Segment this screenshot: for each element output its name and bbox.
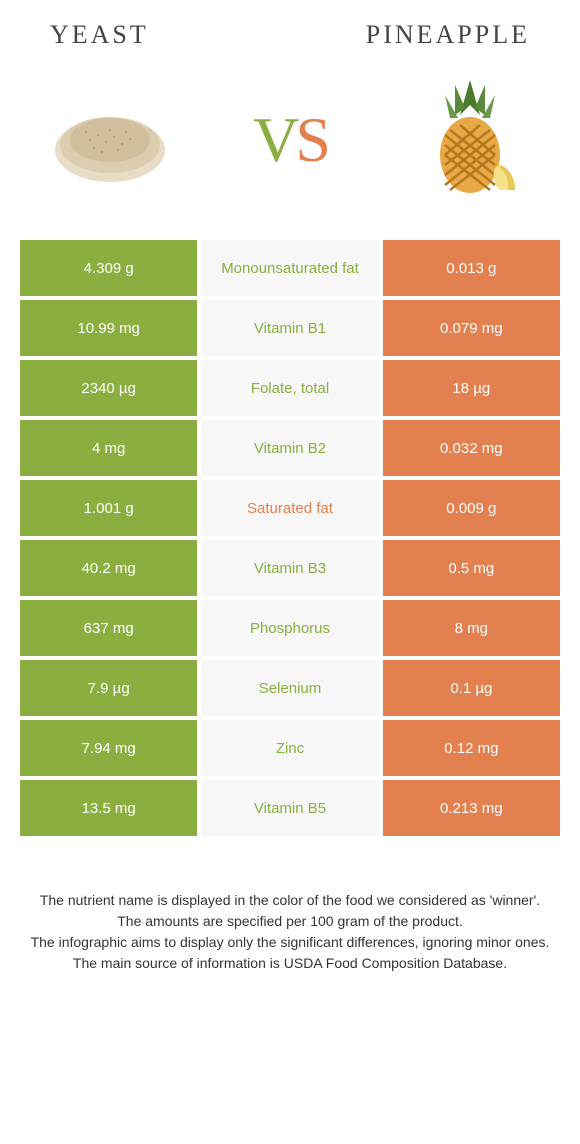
right-value: 0.5 mg xyxy=(383,540,560,596)
left-value: 10.99 mg xyxy=(20,300,197,356)
right-value: 0.013 g xyxy=(383,240,560,296)
footer: The nutrient name is displayed in the co… xyxy=(0,840,580,974)
nutrient-name: Vitamin B3 xyxy=(201,540,378,596)
table-row: 7.94 mgZinc0.12 mg xyxy=(20,720,560,776)
vs-label: VS xyxy=(253,103,327,177)
table-row: 40.2 mgVitamin B30.5 mg xyxy=(20,540,560,596)
nutrient-name: Selenium xyxy=(201,660,378,716)
nutrient-name: Zinc xyxy=(201,720,378,776)
yeast-icon xyxy=(40,70,180,210)
right-value: 0.213 mg xyxy=(383,780,560,836)
footer-line: The nutrient name is displayed in the co… xyxy=(30,890,550,911)
right-value: 0.032 mg xyxy=(383,420,560,476)
nutrient-name: Phosphorus xyxy=(201,600,378,656)
table-row: 10.99 mgVitamin B10.079 mg xyxy=(20,300,560,356)
right-value: 0.009 g xyxy=(383,480,560,536)
vs-s: S xyxy=(295,104,327,175)
table-row: 2340 µgFolate, total18 µg xyxy=(20,360,560,416)
nutrient-name: Saturated fat xyxy=(201,480,378,536)
header-left: Yeast xyxy=(50,20,149,50)
vs-v: V xyxy=(253,104,295,175)
left-value: 4.309 g xyxy=(20,240,197,296)
table-row: 7.9 µgSelenium0.1 µg xyxy=(20,660,560,716)
table-row: 13.5 mgVitamin B50.213 mg xyxy=(20,780,560,836)
left-value: 637 mg xyxy=(20,600,197,656)
table-row: 637 mgPhosphorus8 mg xyxy=(20,600,560,656)
table-row: 1.001 gSaturated fat0.009 g xyxy=(20,480,560,536)
right-value: 0.12 mg xyxy=(383,720,560,776)
header-right: Pineapple xyxy=(366,20,530,50)
nutrient-name: Folate, total xyxy=(201,360,378,416)
yeast-image xyxy=(30,60,190,220)
right-value: 0.079 mg xyxy=(383,300,560,356)
header: Yeast Pineapple xyxy=(0,0,580,60)
footer-line: The amounts are specified per 100 gram o… xyxy=(30,911,550,932)
nutrient-name: Monounsaturated fat xyxy=(201,240,378,296)
right-value: 8 mg xyxy=(383,600,560,656)
left-value: 1.001 g xyxy=(20,480,197,536)
nutrient-name: Vitamin B1 xyxy=(201,300,378,356)
images-row: VS xyxy=(0,60,580,240)
table-row: 4 mgVitamin B20.032 mg xyxy=(20,420,560,476)
footer-line: The main source of information is USDA F… xyxy=(30,953,550,974)
nutrient-name: Vitamin B2 xyxy=(201,420,378,476)
pineapple-image xyxy=(390,60,550,220)
left-value: 13.5 mg xyxy=(20,780,197,836)
pineapple-icon xyxy=(400,70,540,210)
left-value: 40.2 mg xyxy=(20,540,197,596)
comparison-table: 4.309 gMonounsaturated fat0.013 g10.99 m… xyxy=(0,240,580,836)
left-value: 7.9 µg xyxy=(20,660,197,716)
right-value: 0.1 µg xyxy=(383,660,560,716)
table-row: 4.309 gMonounsaturated fat0.013 g xyxy=(20,240,560,296)
left-value: 4 mg xyxy=(20,420,197,476)
nutrient-name: Vitamin B5 xyxy=(201,780,378,836)
left-value: 7.94 mg xyxy=(20,720,197,776)
left-value: 2340 µg xyxy=(20,360,197,416)
footer-line: The infographic aims to display only the… xyxy=(30,932,550,953)
right-value: 18 µg xyxy=(383,360,560,416)
